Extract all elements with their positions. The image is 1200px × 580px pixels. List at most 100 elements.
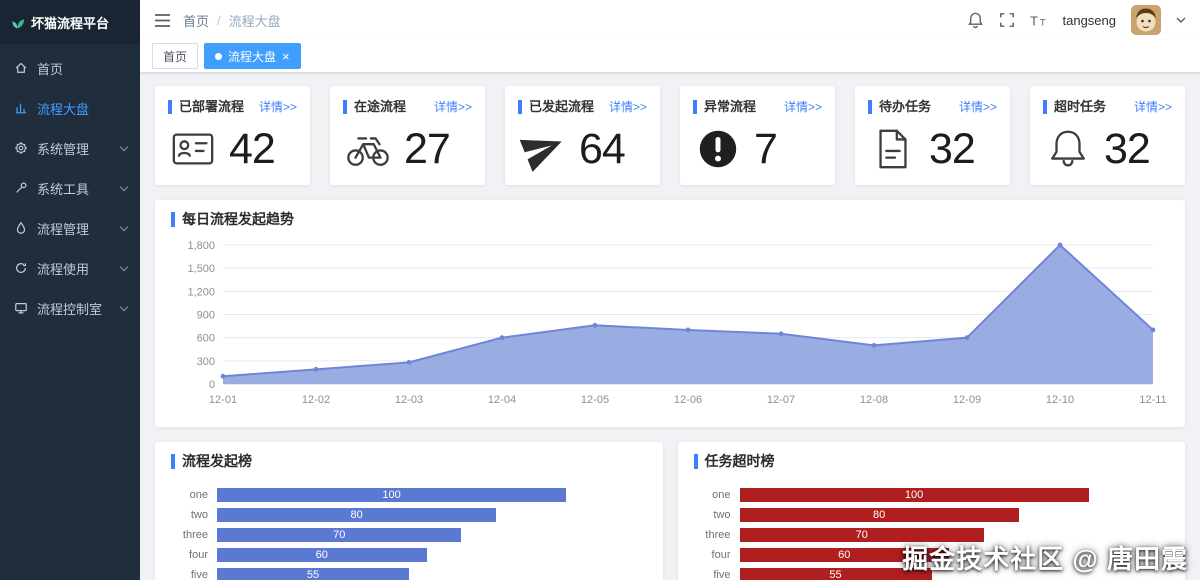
chevron-down-icon bbox=[119, 182, 129, 191]
tags-view-bar: 首页 流程大盘 × bbox=[140, 40, 1200, 73]
bar[interactable]: 70 bbox=[739, 528, 984, 542]
y-tick-label: 1,800 bbox=[187, 240, 215, 252]
data-point[interactable] bbox=[592, 322, 598, 328]
chevron-down-icon bbox=[119, 222, 129, 231]
bar-track: 80 bbox=[739, 508, 1170, 522]
sidebar-item-label: 流程使用 bbox=[37, 261, 90, 277]
bar-category-label: one bbox=[712, 489, 731, 501]
bar[interactable]: 60 bbox=[217, 548, 427, 562]
tab-close-icon[interactable]: × bbox=[282, 48, 290, 64]
data-point[interactable] bbox=[1057, 242, 1063, 248]
bar[interactable]: 55 bbox=[217, 568, 410, 580]
data-point[interactable] bbox=[964, 335, 970, 341]
bar-track: 60 bbox=[739, 548, 1170, 562]
bar-category-label: two bbox=[190, 509, 208, 521]
bar[interactable]: 55 bbox=[739, 568, 932, 580]
sidebar-item-label: 系统管理 bbox=[37, 141, 90, 157]
detail-link[interactable]: 详情>> bbox=[1133, 100, 1172, 114]
bar-value-label: 55 bbox=[306, 569, 320, 580]
bar-track: 55 bbox=[739, 568, 1170, 580]
process-initiation-bar-chart: one 100 two 80 three 70 four 60 five 55 bbox=[171, 485, 647, 580]
process-initiation-panel: 流程发起榜 one 100 two 80 three 70 four 60 five 55 bbox=[155, 442, 663, 580]
sidebar: 坏猫流程平台 首页 流程大盘 系统管理 系统工具 bbox=[0, 0, 140, 580]
svg-text:T: T bbox=[1030, 13, 1038, 28]
hamburger-icon[interactable] bbox=[154, 13, 171, 28]
data-point[interactable] bbox=[778, 331, 784, 337]
bar-category-label: one bbox=[189, 489, 208, 501]
sidebar-item-process-control-room[interactable]: 流程控制室 bbox=[0, 288, 140, 328]
stat-card-overtime: 超时任务 详情>> 32 bbox=[1030, 86, 1185, 185]
area-series bbox=[223, 245, 1153, 384]
sidebar-item-process-dashboard[interactable]: 流程大盘 bbox=[0, 88, 140, 128]
fullscreen-icon[interactable] bbox=[999, 12, 1015, 28]
refresh-icon bbox=[13, 261, 28, 276]
task-overtime-bar-chart: one 100 two 80 three 70 four 60 five 55 bbox=[694, 485, 1170, 580]
x-tick-label: 12-08 bbox=[860, 394, 888, 406]
detail-link[interactable]: 详情>> bbox=[958, 100, 997, 114]
chevron-down-icon bbox=[119, 142, 129, 151]
svg-text:T: T bbox=[1040, 17, 1046, 27]
stats-row: 已部署流程 详情>> 42 在途流程 详情>> bbox=[155, 86, 1185, 185]
caret-down-icon[interactable] bbox=[1176, 17, 1186, 24]
panel-title: 流程发起榜 bbox=[171, 454, 647, 469]
x-tick-label: 12-06 bbox=[674, 394, 702, 406]
stat-title: 异常流程 bbox=[693, 99, 756, 114]
bell-icon[interactable] bbox=[967, 11, 984, 29]
bicycle-icon bbox=[345, 126, 391, 172]
stat-card-in-transit: 在途流程 详情>> 27 bbox=[330, 86, 485, 185]
tab-label: 首页 bbox=[163, 49, 188, 64]
y-tick-label: 600 bbox=[197, 333, 215, 345]
sidebar-item-label: 首页 bbox=[37, 61, 64, 77]
sidebar-item-system-tools[interactable]: 系统工具 bbox=[0, 168, 140, 208]
bar-row: four 60 bbox=[696, 545, 1170, 565]
detail-link[interactable]: 详情>> bbox=[258, 100, 297, 114]
bar-track: 60 bbox=[217, 548, 647, 562]
avatar[interactable] bbox=[1131, 5, 1161, 35]
bar[interactable]: 80 bbox=[739, 508, 1019, 522]
detail-link[interactable]: 详情>> bbox=[433, 100, 472, 114]
sidebar-item-process-usage[interactable]: 流程使用 bbox=[0, 248, 140, 288]
data-point[interactable] bbox=[685, 327, 691, 333]
x-tick-label: 12-11 bbox=[1139, 394, 1166, 406]
sidebar-item-label: 流程管理 bbox=[37, 221, 90, 237]
sidebar-item-label: 系统工具 bbox=[37, 181, 90, 197]
bar[interactable]: 60 bbox=[739, 548, 949, 562]
sidebar-item-process-management[interactable]: 流程管理 bbox=[0, 208, 140, 248]
data-point[interactable] bbox=[220, 373, 226, 379]
x-tick-label: 12-03 bbox=[395, 394, 423, 406]
bar-category-label: five bbox=[713, 569, 731, 580]
panel-title: 任务超时榜 bbox=[693, 454, 1170, 469]
stat-title: 已发起流程 bbox=[518, 99, 594, 114]
username[interactable]: tangseng bbox=[1062, 12, 1117, 28]
chevron-down-icon bbox=[119, 302, 129, 311]
bar[interactable]: 100 bbox=[739, 488, 1089, 502]
x-tick-label: 12-05 bbox=[581, 394, 609, 406]
sidebar-item-label: 流程控制室 bbox=[37, 301, 103, 317]
data-point[interactable] bbox=[313, 366, 319, 372]
sidebar-item-home[interactable]: 首页 bbox=[0, 48, 140, 88]
bar[interactable]: 80 bbox=[217, 508, 497, 522]
breadcrumb-home[interactable]: 首页 bbox=[183, 13, 210, 29]
sidebar-item-system-management[interactable]: 系统管理 bbox=[0, 128, 140, 168]
detail-link[interactable]: 详情>> bbox=[783, 100, 822, 114]
stat-title: 已部署流程 bbox=[168, 99, 244, 114]
detail-link[interactable]: 详情>> bbox=[608, 100, 647, 114]
app-logo[interactable]: 坏猫流程平台 bbox=[0, 0, 140, 44]
bar-value-label: 60 bbox=[838, 549, 851, 561]
id-card-icon bbox=[170, 126, 216, 172]
x-tick-label: 12-09 bbox=[953, 394, 981, 406]
bar[interactable]: 100 bbox=[217, 488, 567, 502]
panel-title: 每日流程发起趋势 bbox=[171, 212, 1169, 227]
data-point[interactable] bbox=[406, 359, 412, 365]
bar[interactable]: 70 bbox=[217, 528, 462, 542]
data-point[interactable] bbox=[871, 342, 877, 348]
tab-process-dashboard[interactable]: 流程大盘 × bbox=[204, 43, 301, 69]
data-point[interactable] bbox=[1150, 327, 1156, 333]
tab-home[interactable]: 首页 bbox=[152, 43, 199, 69]
data-point[interactable] bbox=[499, 335, 505, 341]
bar-track: 70 bbox=[739, 528, 1170, 542]
